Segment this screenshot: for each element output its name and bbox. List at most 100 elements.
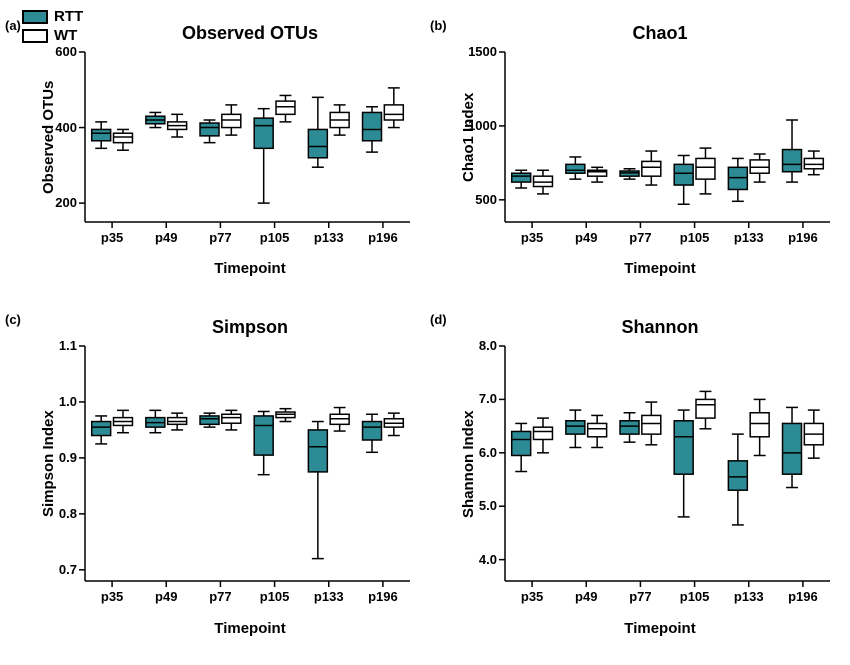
ylabel-b: Chao1 Index (460, 92, 477, 181)
box-b-p105-wt (696, 158, 715, 179)
xlabel-c: Timepoint (214, 620, 285, 637)
legend: RTT WT (22, 8, 83, 46)
xtick-label: p196 (788, 589, 818, 604)
box-a-p105-rtt (254, 118, 273, 148)
box-b-p49-rtt (566, 164, 585, 173)
box-a-p105-wt (276, 101, 295, 114)
plot-a (85, 52, 410, 222)
box-d-p49-wt (588, 423, 607, 436)
ytick-label: 0.9 (59, 450, 77, 465)
box-d-p196-rtt (783, 423, 802, 474)
ytick-label: 4.0 (479, 552, 497, 567)
ylabel-a: Observed OTUs (40, 80, 57, 193)
legend-label-rtt: RTT (54, 8, 83, 25)
ytick-label: 8.0 (479, 338, 497, 353)
box-a-p35-wt (114, 133, 133, 142)
xtick-label: p133 (314, 230, 344, 245)
box-d-p105-rtt (674, 421, 693, 474)
box-d-p35-rtt (512, 431, 531, 455)
xtick-label: p35 (101, 230, 123, 245)
box-b-p77-wt (642, 161, 661, 176)
box-c-p133-rtt (308, 430, 327, 472)
panel-letter-c: (c) (5, 312, 21, 327)
box-a-p77-wt (222, 114, 241, 127)
plot-d (505, 346, 830, 581)
box-a-p196-wt (384, 105, 403, 120)
ytick-label: 0.7 (59, 562, 77, 577)
xtick-label: p77 (209, 589, 231, 604)
box-c-p105-rtt (254, 416, 273, 455)
legend-swatch-rtt (22, 10, 48, 24)
ytick-label: 1500 (468, 44, 497, 59)
plot-b (505, 52, 830, 222)
panel-title-b: Chao1 (632, 23, 687, 44)
xtick-label: p49 (155, 230, 177, 245)
panel-letter-d: (d) (430, 312, 447, 327)
ytick-label: 0.8 (59, 506, 77, 521)
ytick-label: 1.1 (59, 338, 77, 353)
box-d-p49-rtt (566, 421, 585, 434)
xtick-label: p105 (680, 589, 710, 604)
panel-title-d: Shannon (622, 317, 699, 338)
xlabel-b: Timepoint (624, 260, 695, 277)
ylabel-d: Shannon Index (460, 410, 477, 518)
xtick-label: p133 (314, 589, 344, 604)
box-b-p196-rtt (783, 150, 802, 172)
ytick-label: 1000 (468, 118, 497, 133)
ytick-label: 400 (55, 120, 77, 135)
panel-title-c: Simpson (212, 317, 288, 338)
panel-letter-b: (b) (430, 18, 447, 33)
ytick-label: 600 (55, 44, 77, 59)
box-b-p35-rtt (512, 173, 531, 182)
box-c-p77-rtt (200, 416, 219, 424)
xtick-label: p49 (155, 589, 177, 604)
figure-canvas: { "layout": { "width": 850, "height": 66… (0, 0, 850, 665)
box-d-p35-wt (534, 427, 553, 439)
xtick-label: p105 (260, 589, 290, 604)
xtick-label: p77 (629, 589, 651, 604)
legend-swatch-wt (22, 29, 48, 43)
box-d-p133-wt (750, 413, 769, 437)
box-d-p105-wt (696, 399, 715, 418)
box-c-p35-rtt (92, 422, 111, 436)
xtick-label: p35 (521, 230, 543, 245)
box-c-p196-rtt (363, 422, 382, 440)
plot-c (85, 346, 410, 581)
ylabel-c: Simpson Index (40, 410, 57, 517)
panel-letter-a: (a) (5, 18, 21, 33)
box-a-p77-rtt (200, 123, 219, 136)
xtick-label: p77 (629, 230, 651, 245)
legend-item-rtt: RTT (22, 8, 83, 25)
ytick-label: 6.0 (479, 445, 497, 460)
box-d-p77-wt (642, 415, 661, 434)
xtick-label: p196 (368, 589, 398, 604)
box-c-p77-wt (222, 414, 241, 423)
xtick-label: p133 (734, 589, 764, 604)
xtick-label: p77 (209, 230, 231, 245)
box-a-p35-rtt (92, 129, 111, 140)
xtick-label: p35 (101, 589, 123, 604)
xtick-label: p49 (575, 230, 597, 245)
xtick-label: p133 (734, 230, 764, 245)
box-a-p196-rtt (363, 112, 382, 140)
ytick-label: 200 (55, 195, 77, 210)
xtick-label: p196 (368, 230, 398, 245)
xlabel-a: Timepoint (214, 260, 285, 277)
xtick-label: p105 (680, 230, 710, 245)
box-b-p105-rtt (674, 164, 693, 185)
legend-item-wt: WT (22, 27, 83, 44)
xlabel-d: Timepoint (624, 620, 695, 637)
xtick-label: p105 (260, 230, 290, 245)
box-a-p133-rtt (308, 129, 327, 157)
ytick-label: 500 (475, 192, 497, 207)
box-d-p133-rtt (728, 461, 747, 490)
ytick-label: 5.0 (479, 498, 497, 513)
xtick-label: p49 (575, 589, 597, 604)
xtick-label: p35 (521, 589, 543, 604)
ytick-label: 1.0 (59, 394, 77, 409)
ytick-label: 7.0 (479, 391, 497, 406)
xtick-label: p196 (788, 230, 818, 245)
legend-label-wt: WT (54, 27, 77, 44)
box-d-p77-rtt (620, 421, 639, 434)
panel-title-a: Observed OTUs (182, 23, 318, 44)
